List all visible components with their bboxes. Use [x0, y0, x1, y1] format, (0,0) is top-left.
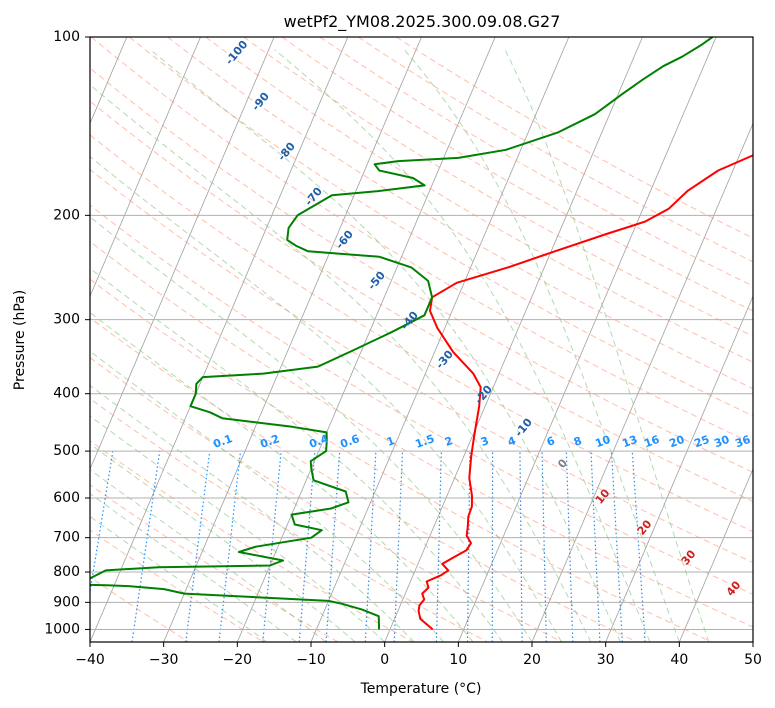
dry-adiabat-line: [205, 37, 753, 363]
profile-lines: [90, 37, 753, 631]
y-tick-label: 900: [53, 594, 80, 610]
isotherm-line: [163, 37, 422, 642]
dry-adiabat-line: [90, 100, 753, 503]
isotherm-line: [90, 37, 275, 471]
y-tick-label: 100: [53, 29, 80, 45]
x-tick-label: 40: [670, 652, 688, 668]
y-tick-label: 700: [53, 530, 80, 546]
moist-adiabat-line: [149, 49, 621, 642]
y-axis-label: Pressure (hPa): [12, 290, 28, 390]
y-tick-label: 800: [53, 564, 80, 580]
x-tick-label: −40: [75, 652, 105, 668]
mixing-ratio-label: 1.5: [413, 432, 436, 451]
dry-adiabat-line: [90, 529, 264, 642]
isotherm-line: [384, 37, 643, 642]
mixing-ratio-label: 2: [443, 434, 455, 449]
dry-adiabat-line: [90, 317, 638, 642]
mixing-ratio-label: 0.6: [338, 432, 361, 451]
dry-adiabat-line: [90, 67, 753, 473]
isotherm-line: [678, 468, 753, 642]
y-tick-label: 600: [53, 490, 80, 506]
mixing-ratio-label: 20: [667, 433, 686, 451]
moist-adiabat-line: [504, 49, 710, 642]
isotherm-line: [531, 122, 753, 642]
moist-adiabat-line: [90, 443, 356, 642]
dry-adiabat-line: [90, 168, 753, 564]
dry-adiabat-line: [90, 440, 414, 642]
moist-adiabat-line: [90, 415, 386, 642]
dry-adiabat-line: [90, 204, 753, 595]
x-tick-label: 50: [744, 652, 762, 668]
mixing-ratio-label: 8: [572, 434, 584, 449]
mixing-ratio-line: [218, 451, 242, 642]
mixing-ratio-label: 4: [506, 434, 518, 449]
mixing-ratio-line: [131, 451, 161, 642]
isotherm-line: [236, 37, 496, 642]
mixing-ratio-label: 36: [733, 433, 752, 451]
plot-frame: [89, 36, 754, 643]
dry-adiabat-line: [90, 397, 488, 642]
dry-adiabat-line: [90, 484, 339, 642]
y-tick-label: 1000: [44, 621, 80, 637]
dry-adiabat-line: [90, 37, 753, 445]
dry-adiabat-line: [90, 240, 753, 628]
moist-adiabat-line: [90, 155, 562, 642]
x-tick-label: −20: [223, 652, 253, 668]
isotherm-line: [90, 37, 201, 298]
moist-adiabat-line: [90, 515, 268, 642]
mixing-ratio-label: 0.1: [211, 432, 234, 451]
mixing-ratio-line: [185, 451, 211, 642]
y-tick-label: 200: [53, 207, 80, 223]
moist-adiabat-line: [403, 49, 680, 642]
dry-adiabat-line: [396, 37, 753, 239]
mixing-ratio-label: 1: [385, 434, 397, 449]
x-tick-label: 10: [449, 652, 467, 668]
dry-adiabat-line: [90, 278, 712, 642]
moist-adiabat-line: [90, 216, 533, 642]
mixing-ratio-label: 0.2: [258, 432, 281, 451]
dry-adiabat-line: [90, 134, 753, 533]
y-tick-label: 400: [53, 386, 80, 402]
mixing-ratio-label: 6: [545, 434, 557, 449]
dry-adiabat-line: [167, 37, 753, 390]
moist-adiabat-line: [90, 84, 592, 642]
chart-title: wetPf2_YM08.2025.300.09.08.G27: [284, 12, 561, 32]
moist-adiabat-line: [90, 384, 415, 642]
isotherm-line: [457, 37, 717, 642]
temperature-profile-line: [417, 154, 753, 631]
x-tick-label: 30: [597, 652, 615, 668]
moist-adiabat-line: [90, 469, 327, 642]
y-tick-label: 300: [53, 312, 80, 328]
background-lines: [90, 37, 753, 642]
dry-adiabat-line: [357, 37, 753, 263]
x-tick-label: 20: [523, 652, 541, 668]
x-tick-label: −30: [149, 652, 179, 668]
mixing-ratio-label: 10: [593, 433, 612, 451]
x-tick-label: 0: [380, 652, 389, 668]
mixing-ratio-label: 3: [479, 434, 491, 449]
x-tick-label: −10: [296, 652, 326, 668]
mixing-ratio-line: [90, 451, 114, 596]
mixing-ratio-label: 0.4: [307, 432, 330, 451]
mixing-ratio-label: 25: [692, 433, 711, 450]
dewpoint-profile-line: [90, 37, 714, 630]
isotherm-line: [605, 295, 753, 642]
isotherm-line: [90, 37, 349, 642]
moist-adiabat-line: [90, 493, 297, 642]
x-axis-label: Temperature (°C): [360, 681, 482, 697]
moist-adiabat-line: [274, 49, 651, 642]
moist-adiabat-line: [90, 267, 503, 642]
axes: −40 −30 −20 −10 0 10 20 30 40 5010020030040050060…: [44, 29, 762, 668]
moist-adiabat-line: [90, 311, 474, 642]
mixing-ratio-label: 16: [642, 433, 661, 451]
mixing-ratio-label: 13: [620, 433, 639, 450]
mixing-ratio-label: 30: [712, 433, 731, 451]
dry-adiabat-line: [281, 37, 753, 312]
y-tick-label: 500: [53, 443, 80, 459]
